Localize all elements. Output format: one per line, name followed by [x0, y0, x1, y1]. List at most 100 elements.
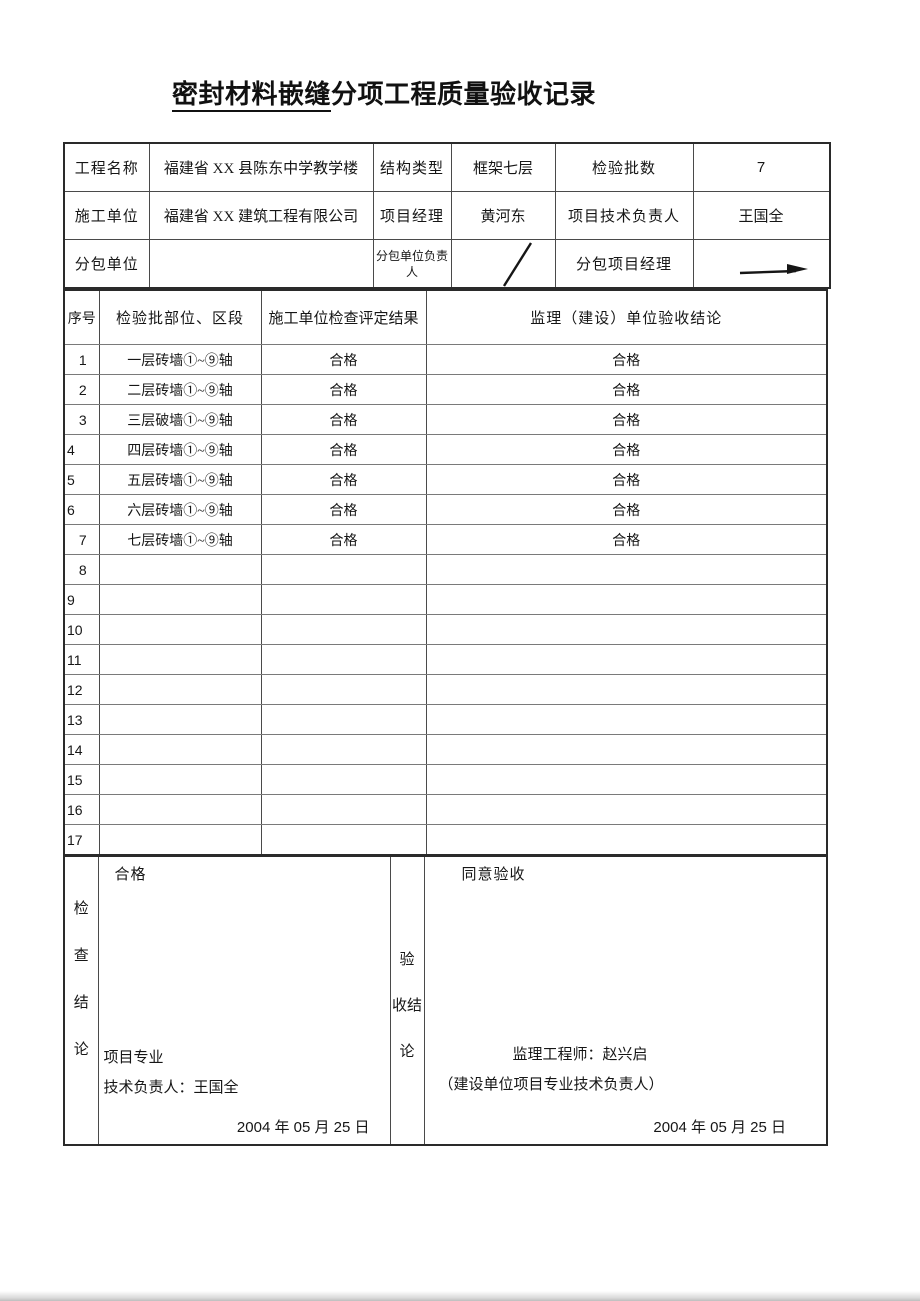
- vertical-label-char: 查: [73, 948, 89, 964]
- acceptance-conclusion-label: 验收结论: [391, 857, 423, 1062]
- project-name-value: 福建省 XX 县陈东中学教学楼: [148, 142, 374, 192]
- batch-cell-num: 8: [63, 554, 100, 585]
- slash-mark-icon: [502, 242, 532, 287]
- batch-cell-num: 1: [63, 344, 100, 375]
- batch-cell-conclusion: 合格: [425, 404, 828, 435]
- batch-row: 9: [63, 584, 828, 615]
- batch-cell-num: 17: [63, 824, 100, 856]
- batch-row: 16: [63, 794, 828, 825]
- batch-cell-num: 7: [63, 524, 100, 555]
- batch-cell-result: 合格: [260, 374, 427, 405]
- subcontractor-value: [148, 239, 374, 289]
- batch-row: 12: [63, 674, 828, 705]
- batch-cell-num: 5: [63, 464, 100, 495]
- structure-type-value: 框架七层: [450, 142, 556, 192]
- batch-cell-part: 六层砖墙①~⑨轴: [98, 494, 262, 525]
- document-title-rest: 分项工程质量验收记录: [331, 80, 597, 109]
- acceptance-conclusion-cell: 同意验收 监理工程师：赵兴启 （建设单位项目专业技术负责人） 2004 年 05…: [423, 855, 828, 1146]
- batch-cell-num: 16: [63, 794, 100, 825]
- batch-header-conclusion: 监理（建设）单位验收结论: [425, 289, 828, 345]
- batch-row: 7 七层砖墙①~⑨轴 合格 合格: [63, 524, 828, 555]
- supervisor-sign-name: 监理工程师：赵兴启: [512, 1047, 648, 1063]
- batch-cell-part: [98, 794, 262, 825]
- batch-cell-conclusion: 合格: [425, 374, 828, 405]
- batch-row: 10: [63, 614, 828, 645]
- batch-row: 1 一层砖墙①~⑨轴 合格 合格: [63, 344, 828, 375]
- batch-cell-result: 合格: [260, 434, 427, 465]
- document-title: 密封材料嵌缝分项工程质量验收记录: [172, 74, 597, 112]
- check-sign-title: 项目专业: [103, 1050, 164, 1066]
- batch-row: 4 四层砖墙①~⑨轴 合格 合格: [63, 434, 828, 465]
- batch-cell-num: 14: [63, 734, 100, 765]
- project-manager-value: 黄河东: [450, 191, 556, 240]
- contractor-value: 福建省 XX 建筑工程有限公司: [148, 191, 374, 240]
- check-signature-block: 项目专业 技术负责人：王国全: [104, 1043, 239, 1103]
- batch-header-part: 检验批部位、区段: [98, 289, 262, 345]
- batch-cell-result: [260, 644, 427, 675]
- batch-cell-num: 4: [63, 434, 100, 465]
- batch-cell-num: 10: [63, 614, 100, 645]
- batch-cell-result: 合格: [260, 464, 427, 495]
- batch-cell-part: [98, 734, 262, 765]
- batch-cell-conclusion: 合格: [425, 464, 828, 495]
- batch-cell-part: 五层砖墙①~⑨轴: [98, 464, 262, 495]
- scan-edge: [0, 1291, 920, 1301]
- tech-leader-label: 项目技术负责人: [554, 191, 694, 240]
- vertical-label-char: 结: [73, 995, 89, 1011]
- document-title-underlined: 密封材料嵌缝: [172, 80, 332, 112]
- batch-row: 15: [63, 764, 828, 795]
- batch-row: 3 三层破墙①~⑨轴 合格 合格: [63, 404, 828, 435]
- batch-row: 13: [63, 704, 828, 735]
- batch-row: 11: [63, 644, 828, 675]
- batch-cell-result: 合格: [260, 524, 427, 555]
- batch-cell-num: 13: [63, 704, 100, 735]
- batch-cell-result: [260, 824, 427, 856]
- subcontractor-label: 分包单位: [63, 239, 150, 289]
- batch-cell-conclusion: [425, 824, 828, 856]
- batch-cell-conclusion: [425, 794, 828, 825]
- vertical-label-char: 论: [399, 1044, 415, 1060]
- batch-cell-result: [260, 794, 427, 825]
- contractor-label: 施工单位: [63, 191, 150, 240]
- batch-cell-result: [260, 764, 427, 795]
- batch-row: 8: [63, 554, 828, 585]
- batch-cell-result: [260, 554, 427, 585]
- check-conclusion-label: 检查结论: [65, 857, 97, 1060]
- batch-cell-result: 合格: [260, 494, 427, 525]
- vertical-label-char: 检: [73, 901, 89, 917]
- project-info-table: 工程名称 福建省 XX 县陈东中学教学楼 结构类型 框架七层 检验批数 7 施工…: [63, 142, 831, 289]
- conclusion-section: 检查结论 合格 项目专业 技术负责人：王国全 2004 年 05 月 25 日 …: [63, 855, 828, 1146]
- batch-cell-conclusion: [425, 614, 828, 645]
- vertical-label-char: 收结: [391, 998, 422, 1014]
- info-row-project: 工程名称 福建省 XX 县陈东中学教学楼 结构类型 框架七层 检验批数 7: [63, 142, 830, 192]
- batch-table: 序号 检验批部位、区段 施工单位检查评定结果 监理（建设）单位验收结论 1 一层砖…: [63, 289, 828, 856]
- batch-header-row: 序号 检验批部位、区段 施工单位检查评定结果 监理（建设）单位验收结论: [63, 289, 828, 345]
- subcontract-manager-value: [692, 239, 830, 289]
- batch-cell-part: 七层砖墙①~⑨轴: [98, 524, 262, 555]
- batch-cell-result: [260, 584, 427, 615]
- stroke-mark-icon: [739, 264, 808, 275]
- batch-cell-num: 3: [63, 404, 100, 435]
- batch-cell-conclusion: [425, 704, 828, 735]
- batch-cell-num: 12: [63, 674, 100, 705]
- structure-type-label: 结构类型: [372, 142, 452, 192]
- subcontract-manager-label: 分包项目经理: [554, 239, 694, 289]
- batch-cell-part: 四层砖墙①~⑨轴: [98, 434, 262, 465]
- info-row-subcontractor: 分包单位 分包单位负责人 分包项目经理: [63, 239, 830, 289]
- project-name-label: 工程名称: [63, 142, 150, 192]
- batch-cell-result: [260, 734, 427, 765]
- batch-header-num: 序号: [63, 289, 100, 345]
- batch-cell-conclusion: [425, 644, 828, 675]
- batch-cell-conclusion: [425, 674, 828, 705]
- batch-cell-part: [98, 824, 262, 856]
- batch-cell-num: 9: [63, 584, 100, 615]
- batch-cell-part: [98, 554, 262, 585]
- check-date: 2004 年 05 月 25 日: [236, 1119, 370, 1136]
- check-sign-name: 技术负责人：王国全: [103, 1080, 239, 1096]
- batch-row: 5 五层砖墙①~⑨轴 合格 合格: [63, 464, 828, 495]
- batch-row: 14: [63, 734, 828, 765]
- info-row-contractor: 施工单位 福建省 XX 建筑工程有限公司 项目经理 黄河东 项目技术负责人 王国…: [63, 191, 830, 240]
- vertical-label-char: 验: [399, 952, 415, 968]
- batch-cell-conclusion: 合格: [425, 344, 828, 375]
- batch-row: 6 六层砖墙①~⑨轴 合格 合格: [63, 494, 828, 525]
